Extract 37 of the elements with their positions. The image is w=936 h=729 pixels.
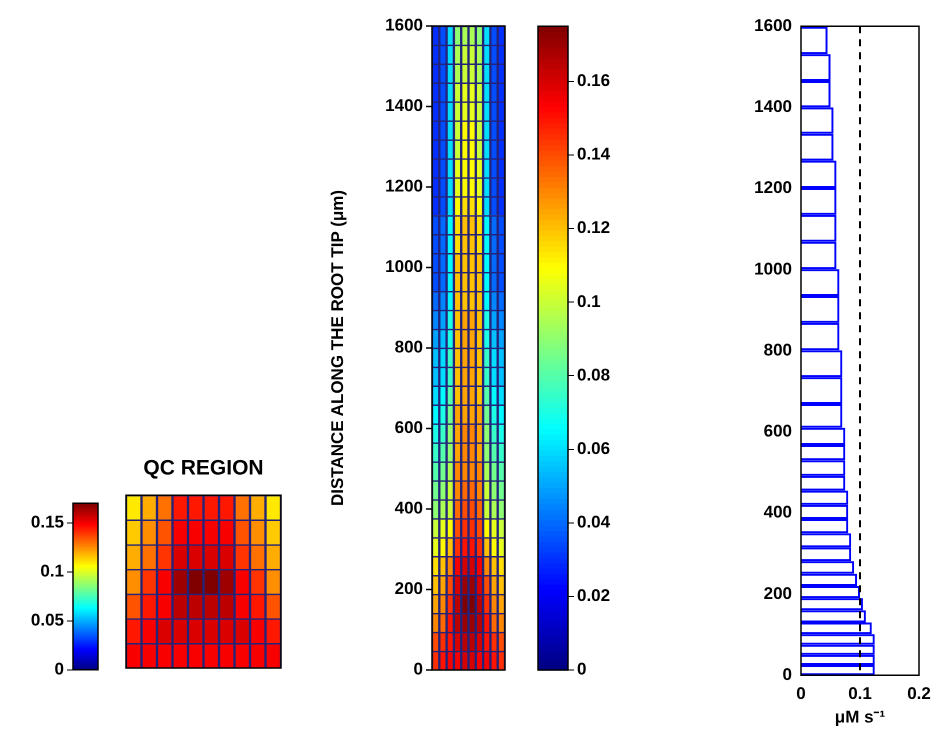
color-bar-label: 0.08: [577, 365, 610, 384]
text: 1400: [385, 96, 423, 116]
y-tick-label: 200: [764, 584, 792, 603]
text: 0: [414, 660, 423, 679]
color-bar-label: 0.14: [577, 144, 611, 164]
color-bar-label: 0: [577, 660, 586, 679]
color-bar-label: 0.05: [30, 610, 64, 630]
color-bar-label: 0: [54, 659, 64, 678]
text: 1600: [385, 16, 423, 35]
color-bar-label: 0.04: [577, 512, 611, 532]
color-bar-label: 0.1: [40, 561, 64, 580]
text: 1200: [385, 176, 423, 196]
text: 800: [394, 338, 423, 357]
y-axis-title: DISTANCE ALONG THE ROOT TIP (μm): [328, 190, 348, 506]
y-tick-label: 1200: [754, 178, 792, 198]
x-axis-title: μM s⁻¹: [834, 707, 886, 726]
color-bar-label: 0.06: [577, 438, 610, 458]
color-bar-label: 0.12: [577, 218, 610, 238]
x-tick-label: 0.1: [848, 684, 872, 704]
color-bar-label: 0.02: [577, 586, 610, 606]
x-tick-label: 0.2: [907, 684, 931, 704]
text: 200: [394, 579, 423, 598]
x-tick-label: 0: [796, 684, 806, 704]
text: 1000: [385, 257, 423, 276]
y-tick-label: 400: [764, 502, 792, 522]
y-tick-label: 0: [782, 664, 792, 684]
y-tick-label: 800: [764, 340, 792, 360]
color-bar-label: 0.1: [577, 292, 601, 311]
y-tick-label: 600: [764, 422, 792, 441]
color-bar-label: 0.15: [30, 512, 64, 532]
y-tick-label: 1000: [754, 259, 792, 278]
color-bar-label: 0.16: [577, 71, 610, 90]
chart-title: QC REGION: [143, 456, 264, 480]
y-tick-label: 1400: [754, 97, 792, 116]
text: 400: [394, 498, 423, 518]
y-tick-label: 1600: [754, 16, 792, 35]
text: 600: [394, 418, 423, 438]
